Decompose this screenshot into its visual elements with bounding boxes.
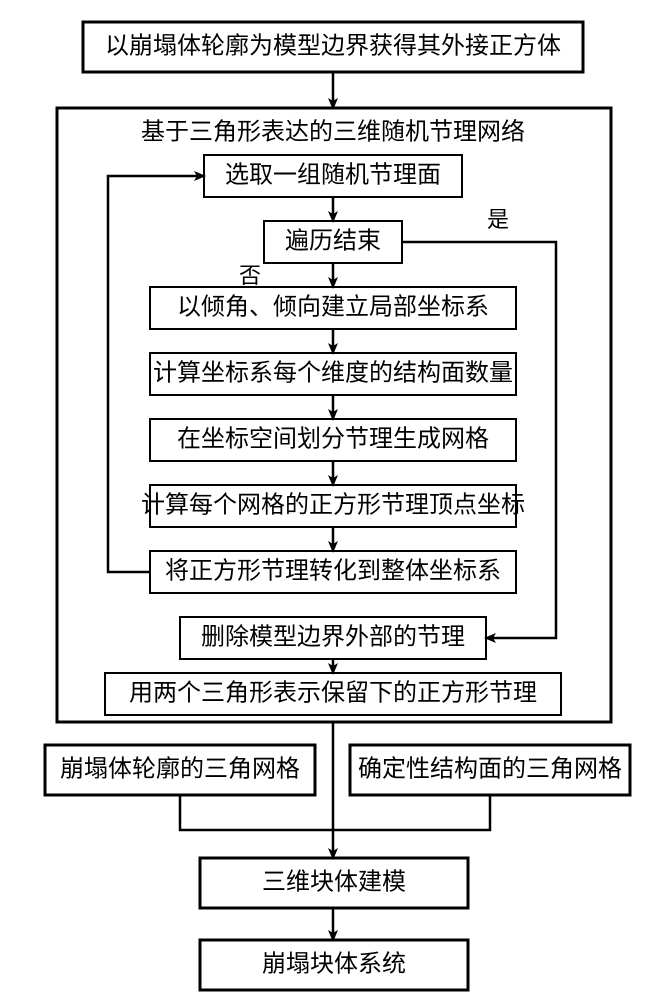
- node-label: 以倾角、倾向建立局部坐标系: [177, 294, 489, 321]
- node-label: 删除模型边界外部的节理: [201, 624, 465, 651]
- node-label: 将正方形节理转化到整体坐标系: [165, 558, 501, 585]
- node-label: 遍历结束: [285, 228, 381, 255]
- node-label: 崩塌块体系统: [262, 951, 406, 978]
- node-label: 以崩塌体轮廓为模型边界获得其外接正方体: [105, 33, 561, 60]
- flow-edge: [333, 795, 490, 830]
- node-label: 崩塌体轮廓的三角网格: [60, 756, 300, 783]
- node-label: 计算坐标系每个维度的结构面数量: [153, 360, 513, 387]
- flow-edge: [180, 795, 333, 830]
- node-label: 计算每个网格的正方形节理顶点坐标: [141, 492, 525, 519]
- node-label: 在坐标空间划分节理生成网格: [177, 426, 489, 453]
- node-label: 确定性结构面的三角网格: [358, 756, 622, 783]
- node-label: 用两个三角形表示保留下的正方形节理: [129, 680, 537, 707]
- node-label: 选取一组随机节理面: [225, 162, 441, 189]
- decision-label: 否: [239, 263, 261, 288]
- node-label: 基于三角形表达的三维随机节理网络: [141, 119, 525, 146]
- decision-label: 是: [487, 207, 509, 232]
- node-label: 三维块体建模: [262, 869, 406, 896]
